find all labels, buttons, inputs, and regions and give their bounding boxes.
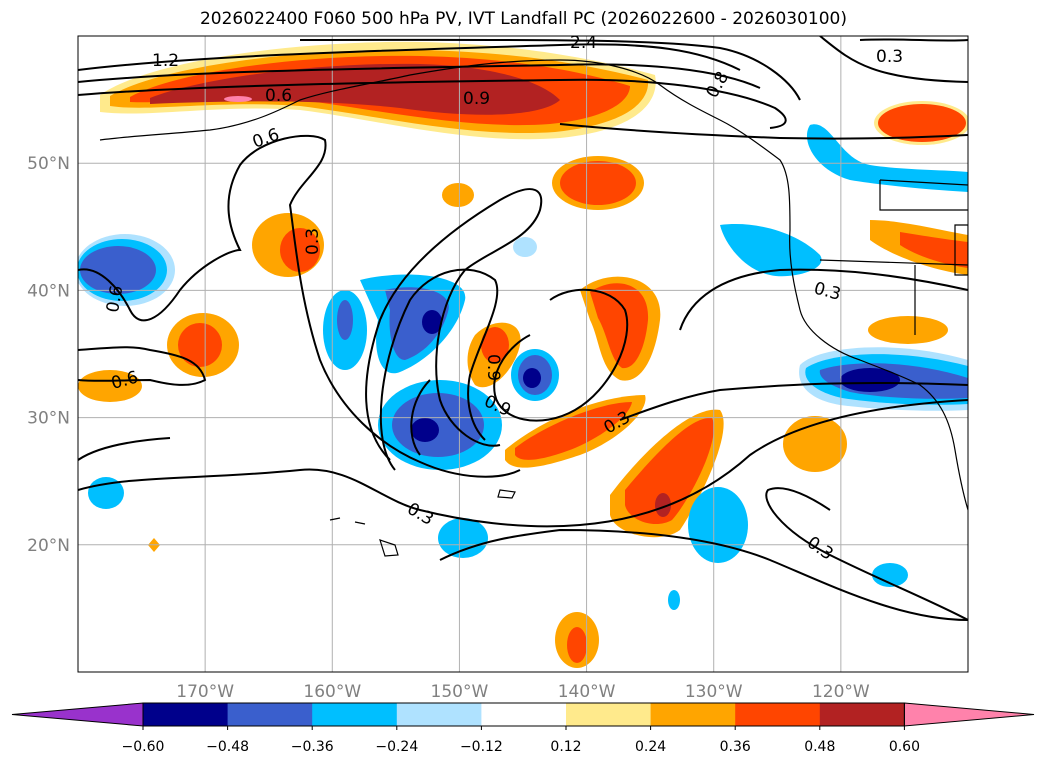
- colorbar-segment: [650, 703, 736, 726]
- latitude-tick-label: 50°N: [27, 154, 70, 174]
- colorbar-segment: [227, 703, 313, 726]
- longitude-tick-label: 140°W: [558, 682, 616, 702]
- colorbar-tick-label: −0.12: [460, 739, 503, 755]
- colorbar-extend-high: [903, 702, 1035, 727]
- field-north-band-peak: [224, 96, 252, 102]
- contour-label: 0.6: [103, 284, 127, 314]
- contour-label: 1.2: [152, 51, 179, 71]
- colorbar: −0.60 −0.48 −0.36 −0.24 −0.12 0.12 0.24 0.36 0.4…: [11, 702, 1035, 755]
- map-frame: [77, 35, 969, 673]
- contour-lines: [78, 36, 968, 621]
- colorbar-outline: [142, 702, 905, 727]
- colorbar-tick-label: −0.60: [122, 739, 165, 755]
- longitude-tick-label: 120°W: [812, 682, 870, 702]
- latitude-tick-label: 30°N: [27, 409, 70, 429]
- map-title: 2026022400 F060 500 hPa PV, IVT Landfall…: [199, 9, 847, 29]
- colorbar-tick-label: 0.36: [720, 739, 751, 755]
- colorbar-tick-label: 0.48: [804, 739, 835, 755]
- colorbar-tick-label: 0.12: [550, 739, 581, 755]
- colorbar-segment: [396, 703, 482, 726]
- coastlines: [99, 59, 968, 557]
- field-north-band-core: [150, 63, 560, 115]
- contour-label: 0.9: [463, 89, 490, 109]
- colorbar-segment: [819, 703, 905, 726]
- longitude-tick-labels: 170°W 160°W 150°W 140°W 130°W 120°W: [176, 682, 870, 702]
- contour-labels: 1.2 2.4 0.3 0.6 0.9 0.6 0.3 0.6 0.6 0.9 …: [103, 33, 903, 565]
- contour-label: 0.6: [265, 86, 292, 106]
- colorbar-tick-label: −0.48: [206, 739, 249, 755]
- contour-label: 2.4: [570, 33, 597, 53]
- colorbar-segment: [312, 703, 398, 726]
- colorbar-tick-label: −0.24: [375, 739, 418, 755]
- contour-label: 0.3: [876, 47, 903, 67]
- graticule: [78, 36, 968, 672]
- colorbar-tick-label: 0.24: [635, 739, 666, 755]
- colorbar-extend-low: [11, 702, 144, 727]
- colorbar-segment: [735, 703, 821, 726]
- latitude-tick-label: 20°N: [27, 536, 70, 556]
- colorbar-segment: [566, 703, 652, 726]
- contour-label: 0.3: [303, 228, 323, 255]
- colorbar-segment: [481, 703, 567, 726]
- longitude-tick-label: 130°W: [685, 682, 743, 702]
- latitude-tick-labels: 50°N 40°N 30°N 20°N: [27, 154, 70, 556]
- longitude-tick-label: 160°W: [303, 682, 361, 702]
- colorbar-tick-label: −0.36: [291, 739, 334, 755]
- contour-label: 0.9: [483, 354, 503, 381]
- colorbar-tick-label: 0.60: [889, 739, 920, 755]
- latitude-tick-label: 40°N: [27, 281, 70, 301]
- colorbar-segment: [143, 703, 229, 726]
- longitude-tick-label: 170°W: [176, 682, 234, 702]
- longitude-tick-label: 150°W: [431, 682, 489, 702]
